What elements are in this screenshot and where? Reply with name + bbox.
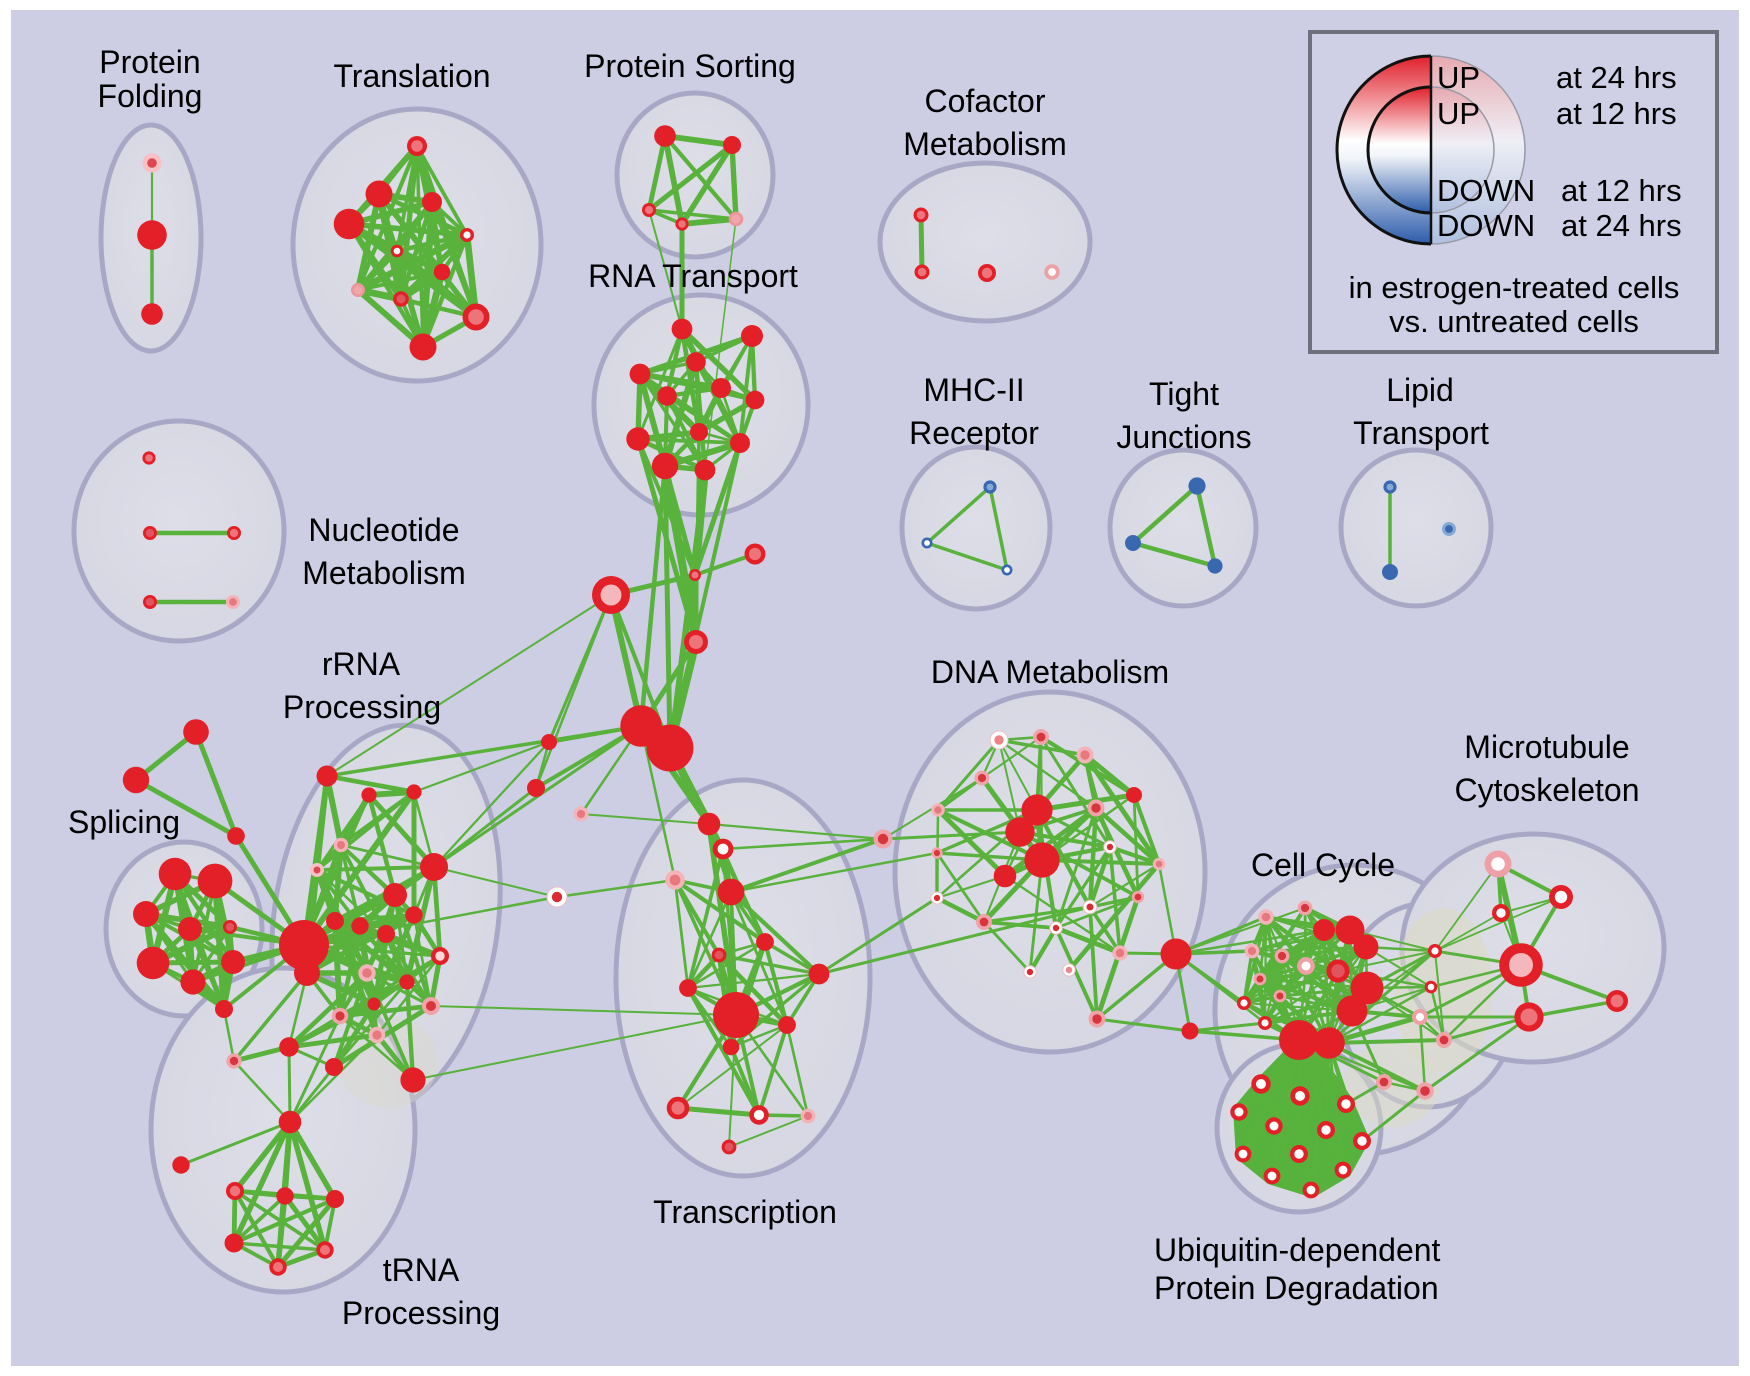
svg-text:DNA Metabolism: DNA Metabolism — [931, 654, 1169, 690]
svg-text:at 24 hrs: at 24 hrs — [1556, 60, 1677, 95]
svg-text:rRNA: rRNA — [322, 646, 401, 682]
svg-text:at 24 hrs: at 24 hrs — [1561, 208, 1682, 243]
svg-text:Processing: Processing — [342, 1295, 500, 1331]
svg-text:Splicing: Splicing — [68, 804, 180, 840]
svg-text:Protein Degradation: Protein Degradation — [1154, 1270, 1439, 1306]
svg-text:MHC-II: MHC-II — [923, 372, 1024, 408]
svg-text:tRNA: tRNA — [383, 1252, 460, 1288]
svg-text:at 12 hrs: at 12 hrs — [1561, 173, 1682, 208]
svg-text:UP: UP — [1437, 96, 1480, 131]
svg-text:Receptor: Receptor — [909, 415, 1039, 451]
svg-text:Protein: Protein — [99, 44, 200, 80]
svg-text:Cytoskeleton: Cytoskeleton — [1455, 772, 1640, 808]
svg-text:vs. untreated cells: vs. untreated cells — [1389, 304, 1639, 339]
svg-text:Tight: Tight — [1149, 376, 1219, 412]
svg-text:Lipid: Lipid — [1386, 372, 1454, 408]
svg-text:DOWN: DOWN — [1437, 208, 1535, 243]
svg-text:RNA Transport: RNA Transport — [588, 258, 798, 294]
svg-text:in estrogen-treated cells: in estrogen-treated cells — [1349, 270, 1680, 305]
svg-text:Metabolism: Metabolism — [903, 126, 1067, 162]
svg-text:Microtubule: Microtubule — [1464, 729, 1629, 765]
svg-text:Cell Cycle: Cell Cycle — [1251, 847, 1395, 883]
svg-text:Junctions: Junctions — [1116, 419, 1251, 455]
svg-text:Processing: Processing — [283, 689, 441, 725]
svg-text:Transport: Transport — [1353, 415, 1489, 451]
svg-text:Folding: Folding — [98, 78, 203, 114]
svg-text:UP: UP — [1437, 60, 1480, 95]
svg-text:Protein Sorting: Protein Sorting — [584, 48, 796, 84]
svg-text:Cofactor: Cofactor — [925, 83, 1046, 119]
svg-text:DOWN: DOWN — [1437, 173, 1535, 208]
svg-text:Nucleotide: Nucleotide — [308, 512, 459, 548]
svg-text:at 12 hrs: at 12 hrs — [1556, 96, 1677, 131]
svg-text:Ubiquitin-dependent: Ubiquitin-dependent — [1154, 1232, 1441, 1268]
svg-text:Transcription: Transcription — [653, 1194, 837, 1230]
svg-text:Metabolism: Metabolism — [302, 555, 466, 591]
svg-text:Translation: Translation — [333, 58, 490, 94]
